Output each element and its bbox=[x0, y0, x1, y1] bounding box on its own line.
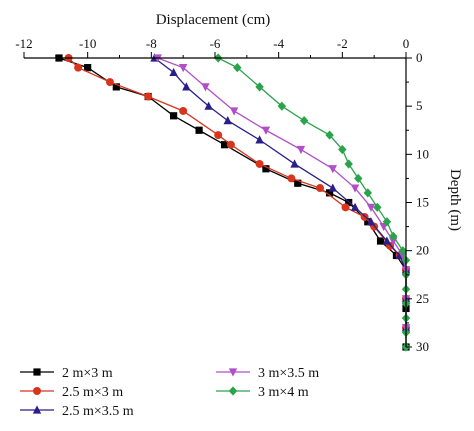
data-point bbox=[373, 202, 382, 212]
x-tick-label: -6 bbox=[210, 36, 221, 51]
data-point bbox=[144, 92, 153, 101]
legend-swatch-marker bbox=[33, 368, 41, 376]
series-5 bbox=[213, 53, 411, 352]
y-axis-title: Depth (m) bbox=[447, 169, 463, 231]
legend-swatch-marker bbox=[33, 387, 41, 395]
data-point bbox=[74, 63, 83, 72]
data-point bbox=[182, 82, 191, 91]
data-point bbox=[178, 64, 188, 73]
legend-swatch-marker bbox=[32, 405, 42, 414]
legend-label: 3 m×4 m bbox=[258, 385, 309, 400]
x-tick-label: -10 bbox=[79, 36, 96, 51]
data-point bbox=[233, 63, 242, 73]
data-point bbox=[328, 183, 337, 192]
x-axis-title: Displacement (cm) bbox=[156, 12, 271, 28]
series-1 bbox=[55, 54, 410, 351]
series-line bbox=[217, 57, 407, 347]
y-tick-label: 0 bbox=[416, 50, 423, 65]
y-tick-label: 5 bbox=[416, 98, 423, 113]
y-tick-label: 30 bbox=[416, 339, 429, 354]
legend-swatch-marker bbox=[228, 368, 238, 377]
data-point bbox=[294, 179, 302, 187]
series-3 bbox=[150, 53, 411, 332]
legend-label: 3 m×3.5 m bbox=[258, 366, 319, 381]
x-tick-label: -2 bbox=[337, 36, 348, 51]
data-point bbox=[255, 82, 264, 92]
data-point bbox=[350, 184, 360, 193]
data-point bbox=[255, 159, 264, 168]
legend-label: 2.5 m×3 m bbox=[62, 385, 123, 400]
data-point bbox=[204, 101, 213, 110]
legend: 2 m×3 m 2.5 m×3 m 2.5 m×3.5 m 3 m×3.5 m 3 m×… bbox=[20, 366, 319, 419]
data-point bbox=[338, 144, 347, 155]
data-point bbox=[201, 83, 210, 92]
data-point bbox=[255, 135, 264, 144]
x-tick-label: -12 bbox=[15, 36, 32, 51]
data-point bbox=[344, 159, 353, 169]
legend-item-4: 3 m×3.5 m bbox=[216, 366, 319, 381]
series-4 bbox=[153, 54, 411, 333]
data-point bbox=[277, 101, 287, 111]
y-tick-label: 25 bbox=[416, 291, 429, 306]
data-point bbox=[398, 251, 408, 261]
data-point bbox=[398, 246, 408, 256]
legend-item-1: 2 m×3 m bbox=[20, 366, 113, 381]
data-point bbox=[299, 116, 309, 126]
data-point bbox=[223, 116, 232, 125]
data-point bbox=[382, 217, 392, 227]
y-tick-label: 20 bbox=[416, 243, 429, 258]
data-point bbox=[105, 78, 114, 87]
data-point bbox=[350, 202, 360, 211]
data-point bbox=[366, 217, 376, 226]
legend-item-3: 2.5 m×3.5 m bbox=[20, 404, 134, 419]
data-point bbox=[170, 112, 178, 120]
legend-item-2: 2.5 m×3 m bbox=[20, 385, 123, 400]
legend-label: 2.5 m×3.5 m bbox=[62, 404, 134, 419]
data-point bbox=[226, 140, 235, 149]
legend-swatch-marker bbox=[228, 386, 238, 396]
data-point bbox=[287, 174, 296, 183]
x-tick-label: 0 bbox=[403, 36, 410, 51]
data-point bbox=[382, 236, 392, 245]
data-point bbox=[195, 126, 203, 134]
legend-item-5: 3 m×4 m bbox=[216, 385, 309, 400]
data-point bbox=[179, 106, 188, 115]
data-point bbox=[316, 184, 325, 193]
data-point bbox=[341, 203, 350, 212]
data-point bbox=[229, 107, 239, 116]
legend-label: 2 m×3 m bbox=[62, 366, 113, 381]
series-2 bbox=[64, 54, 410, 332]
data-point bbox=[84, 64, 92, 72]
series-line bbox=[68, 57, 407, 328]
y-tick-label: 15 bbox=[416, 195, 429, 210]
data-point bbox=[389, 231, 398, 241]
data-point bbox=[364, 218, 372, 226]
data-point bbox=[325, 130, 334, 140]
data-point bbox=[328, 165, 337, 174]
data-point bbox=[296, 145, 306, 155]
data-point bbox=[112, 83, 120, 91]
data-point bbox=[363, 188, 372, 198]
data-point bbox=[290, 159, 299, 168]
axes: -12 -10 -8 -6 -4 -2 00 5 10 15 20 25 30 bbox=[15, 36, 429, 354]
series-line bbox=[58, 57, 407, 347]
data-point bbox=[376, 237, 385, 245]
plot-area bbox=[55, 53, 411, 352]
data-point bbox=[261, 126, 271, 135]
x-tick-label: -4 bbox=[273, 36, 284, 51]
data-point bbox=[220, 141, 229, 149]
data-point bbox=[354, 173, 363, 184]
data-point bbox=[366, 203, 376, 212]
data-point bbox=[214, 131, 223, 140]
data-point bbox=[262, 165, 270, 173]
data-point bbox=[326, 189, 334, 197]
x-tick-label: -8 bbox=[146, 36, 157, 51]
data-point bbox=[169, 67, 178, 77]
y-tick-label: 10 bbox=[416, 146, 429, 161]
